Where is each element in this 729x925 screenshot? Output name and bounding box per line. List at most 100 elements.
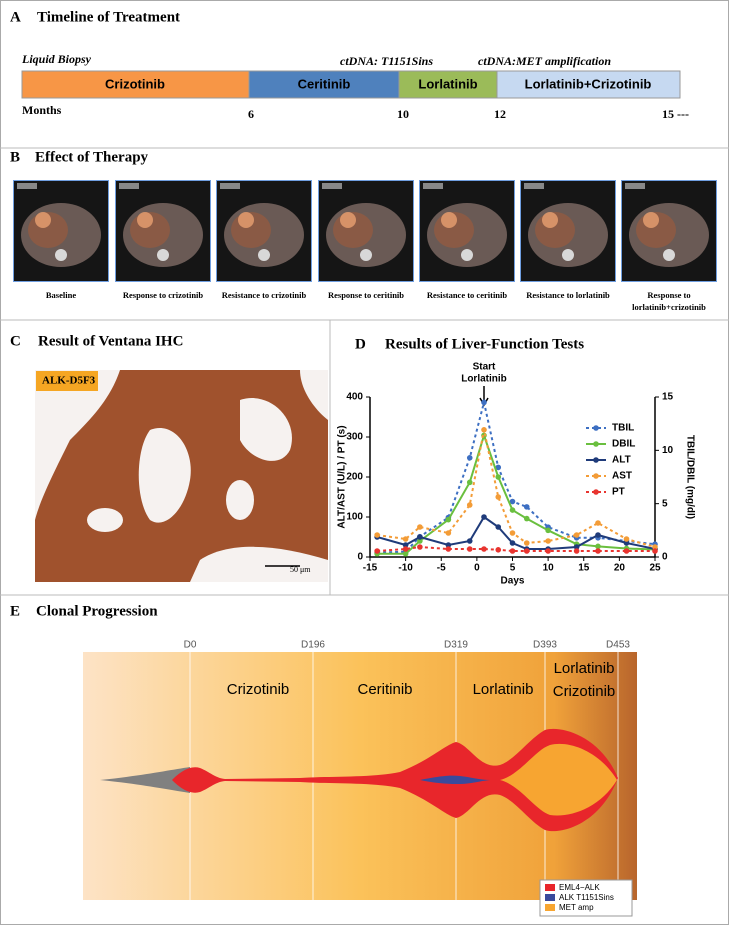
panel-title: Effect of Therapy [35,149,149,165]
x-tick-label: -10 [398,563,413,574]
legend-label: DBIL [612,439,635,450]
ct-image [13,180,109,282]
ct-image [216,180,312,282]
annotation: Start [473,362,496,373]
ct-image [115,180,211,282]
ct-image [520,180,616,282]
data-point [545,548,551,554]
panel-label: A [10,9,21,25]
data-point [573,532,580,538]
panel-title: Timeline of Treatment [37,9,180,25]
tick-label: 10 [397,107,409,121]
series-line [376,515,656,550]
legend-label: MET amp [559,903,594,912]
legend-swatch [545,884,555,891]
data-point [495,547,502,553]
data-point [417,538,423,544]
legend-marker [593,489,599,495]
timepoint-label: D196 [301,640,325,651]
legend-label: TBIL [612,423,634,434]
x-tick-label: -5 [437,563,446,574]
phase-label: Ceritinib [357,681,412,698]
caption: Resistance to ceritinib [427,290,508,300]
legend-marker [593,457,599,463]
timepoint-label: D319 [444,640,468,651]
tick-label: 6 [248,107,254,121]
data-point [374,548,380,554]
x-tick-label: 0 [474,563,480,574]
data-point [509,548,516,554]
caption: Response to [647,290,690,300]
series-line [376,429,656,548]
legend [539,879,633,917]
data-point [374,532,380,538]
series-line [377,402,656,554]
data-point [417,534,423,540]
data-point [523,504,530,510]
data-point [595,532,601,538]
data-point [623,536,630,542]
data-point [445,546,452,552]
data-point [466,502,473,508]
data-point [495,464,502,471]
data-point [481,427,487,433]
phase-label: Lorlatinib [554,660,615,677]
annotation: Lorlatinib [461,374,507,385]
legend-marker [593,473,599,479]
stain-label: ALK-D5F3 [42,375,96,387]
stain-label-box [36,371,98,391]
data-point [509,540,516,546]
data-point [445,530,452,536]
data-point [523,548,530,554]
data-point [595,520,601,526]
legend-label: EML4−ALK [559,883,600,892]
y-tick-label: 100 [346,512,363,523]
clone-met-amp [500,743,617,816]
panel-label: D [355,336,366,352]
data-point [623,548,630,554]
legend-label: PT [612,487,625,498]
legend-swatch [545,894,555,901]
data-point [545,527,551,534]
series-line [377,545,655,552]
data-point [466,455,473,461]
data-point [595,548,601,554]
y2-axis-label: TBIL/DBIL (mg/dl) [684,435,695,519]
data-point [509,507,516,513]
legend-marker [593,441,599,447]
timeline-segment [248,70,400,99]
tick-label: 12 [494,107,506,121]
panel-label: E [10,603,20,619]
x-tick-label: 10 [543,563,555,574]
panel-label: C [10,333,21,349]
y2-tick-label: 10 [662,445,674,456]
caption: Resistance to crizotinib [222,290,307,300]
data-point [623,540,630,546]
data-point [495,524,502,530]
caption: Baseline [46,290,76,300]
segment-label: Lorlatinib [418,76,477,91]
clone-eml4-alk [172,728,618,832]
segment-label: Ceritinib [298,76,351,91]
data-point [445,542,452,548]
segment-label: Crizotinib [105,76,165,91]
y-tick-label: 400 [346,392,363,403]
y-tick-label: 200 [346,472,363,483]
y2-tick-label: 5 [662,498,668,509]
data-point [466,546,473,552]
phase-label: Crizotinib [553,683,616,700]
caption: Response to ceritinib [328,290,404,300]
data-point [481,514,487,520]
y-tick-label: 0 [357,552,363,563]
data-point [573,548,580,554]
x-tick-label: -15 [363,563,378,574]
data-point [481,399,487,406]
panel-title: Clonal Progression [36,603,158,619]
x-axis-label: Days [501,576,525,587]
ct-image [318,180,414,282]
x-tick-label: 15 [578,563,590,574]
segment-label: Lorlatinib+Crizotinib [525,76,652,91]
data-point [481,546,487,552]
annotation: ctDNA: T1151Sins [340,54,433,68]
data-point [509,530,516,536]
